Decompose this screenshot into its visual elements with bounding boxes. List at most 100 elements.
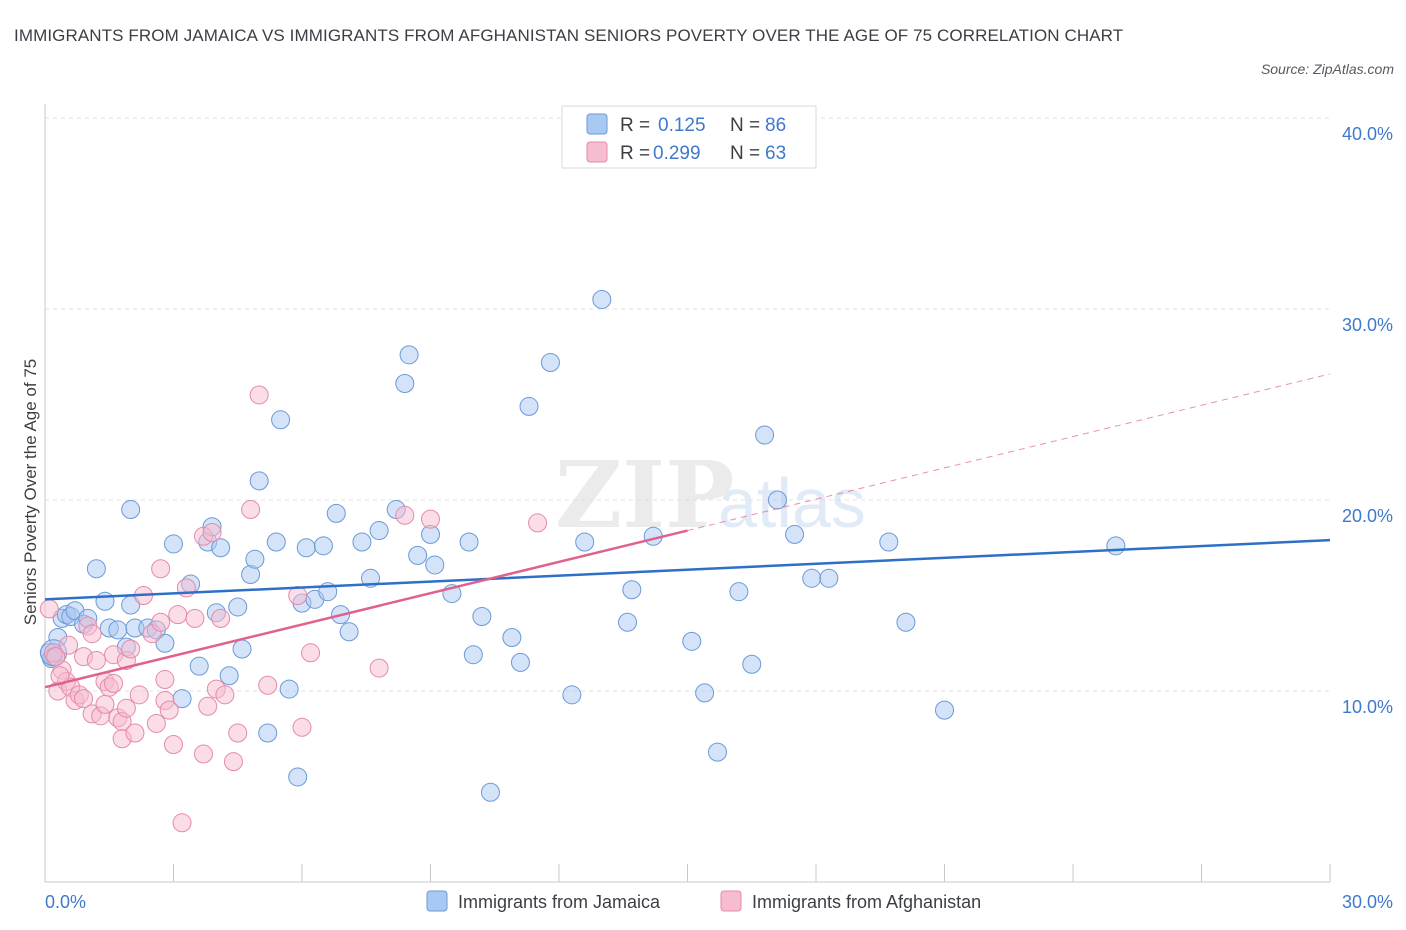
y-tick-label: 40.0%	[1342, 124, 1393, 144]
data-point	[767, 490, 787, 510]
data-point	[395, 373, 415, 393]
y-axis-label: Seniors Poverty Over the Age of 75	[21, 359, 40, 625]
bottom-legend-swatch-afghanistan	[720, 890, 742, 912]
data-point	[155, 633, 175, 653]
chart-title: IMMIGRANTS FROM JAMAICA VS IMMIGRANTS FR…	[14, 26, 1124, 45]
data-point	[421, 509, 440, 529]
data-point	[695, 683, 715, 703]
x-tick-label: 30.0%	[1342, 892, 1393, 912]
data-point	[155, 670, 175, 690]
data-point	[785, 524, 805, 544]
data-point	[1106, 536, 1126, 556]
data-point	[108, 620, 128, 640]
data-point	[104, 673, 124, 693]
data-point	[82, 624, 102, 644]
data-point	[86, 650, 106, 670]
data-point	[125, 723, 145, 743]
data-point	[729, 582, 749, 602]
data-point	[707, 742, 727, 762]
data-point	[408, 545, 428, 565]
data-point	[369, 658, 389, 678]
legend-r-value-afghanistan: 0.299	[653, 143, 701, 164]
series-afghanistan-points	[39, 385, 548, 833]
data-point	[292, 717, 312, 737]
series-jamaica-points	[39, 289, 1126, 802]
data-point	[172, 813, 192, 833]
legend-r-label: R =	[620, 115, 650, 136]
data-point	[86, 559, 106, 579]
data-point	[819, 568, 839, 588]
data-point	[258, 723, 278, 743]
data-point	[395, 505, 415, 525]
data-point	[164, 534, 183, 554]
data-point	[369, 521, 389, 541]
data-point	[95, 591, 115, 611]
series-legend: Immigrants from Jamaica Immigrants from …	[426, 890, 981, 912]
data-point	[935, 700, 954, 720]
data-point	[279, 679, 299, 699]
data-point	[463, 645, 483, 665]
data-point	[326, 503, 346, 523]
data-point	[116, 698, 136, 718]
data-point	[742, 654, 762, 674]
data-point	[480, 782, 500, 802]
data-point	[159, 700, 179, 720]
data-point	[228, 597, 248, 617]
data-point	[46, 647, 66, 667]
data-point	[528, 513, 548, 533]
y-tick-labels: 10.0% 20.0% 30.0% 40.0%	[1342, 124, 1393, 717]
data-point	[266, 532, 286, 552]
data-point	[228, 723, 248, 743]
data-point	[361, 568, 381, 588]
data-point	[896, 612, 916, 632]
x-tick-labels: 0.0% 30.0%	[45, 892, 1393, 912]
data-point	[121, 639, 141, 659]
data-point	[258, 675, 278, 695]
bottom-legend-swatch-jamaica	[426, 890, 448, 912]
data-point	[249, 471, 269, 491]
data-point	[151, 612, 171, 632]
data-point	[249, 385, 269, 405]
data-point	[74, 689, 94, 709]
data-point	[211, 538, 231, 558]
trend-line-afghanistan-extension	[687, 373, 1331, 532]
data-point	[802, 568, 822, 588]
legend-r-label: R =	[620, 143, 650, 164]
data-point	[301, 643, 321, 663]
data-point	[622, 580, 642, 600]
data-point	[682, 631, 702, 651]
x-tick-label: 0.0%	[45, 892, 86, 912]
legend-n-label: N =	[730, 143, 760, 164]
watermark: ZIP atlas	[555, 441, 866, 549]
y-tick-label: 10.0%	[1342, 697, 1393, 717]
data-point	[121, 500, 141, 520]
data-point	[198, 696, 218, 716]
data-point	[151, 559, 171, 579]
bottom-legend-label-afghanistan: Immigrants from Afghanistan	[752, 892, 981, 912]
legend-n-value-jamaica: 86	[765, 115, 786, 136]
data-point	[215, 685, 235, 705]
watermark-zip: ZIP	[555, 441, 734, 549]
data-point	[399, 345, 419, 365]
data-point	[459, 532, 479, 552]
data-point	[193, 744, 213, 764]
data-point	[164, 734, 183, 754]
data-point	[755, 425, 775, 445]
data-point	[95, 694, 115, 714]
trend-line-jamaica	[44, 538, 1331, 601]
source-note: Source: ZipAtlas.com	[1260, 61, 1394, 77]
trend-lines	[44, 373, 1331, 689]
data-point	[59, 635, 79, 655]
data-point	[219, 666, 239, 686]
data-point	[288, 767, 308, 787]
data-point	[472, 607, 492, 627]
axes	[44, 104, 1331, 883]
data-point	[352, 532, 372, 552]
bottom-legend-label-jamaica: Immigrants from Jamaica	[458, 892, 661, 912]
correlation-legend: R = 0.125 N = 86 R = 0.299 N = 63	[561, 105, 817, 169]
data-point	[562, 685, 582, 705]
data-point	[540, 352, 560, 372]
y-tick-label: 20.0%	[1342, 506, 1393, 526]
data-point	[296, 538, 316, 558]
